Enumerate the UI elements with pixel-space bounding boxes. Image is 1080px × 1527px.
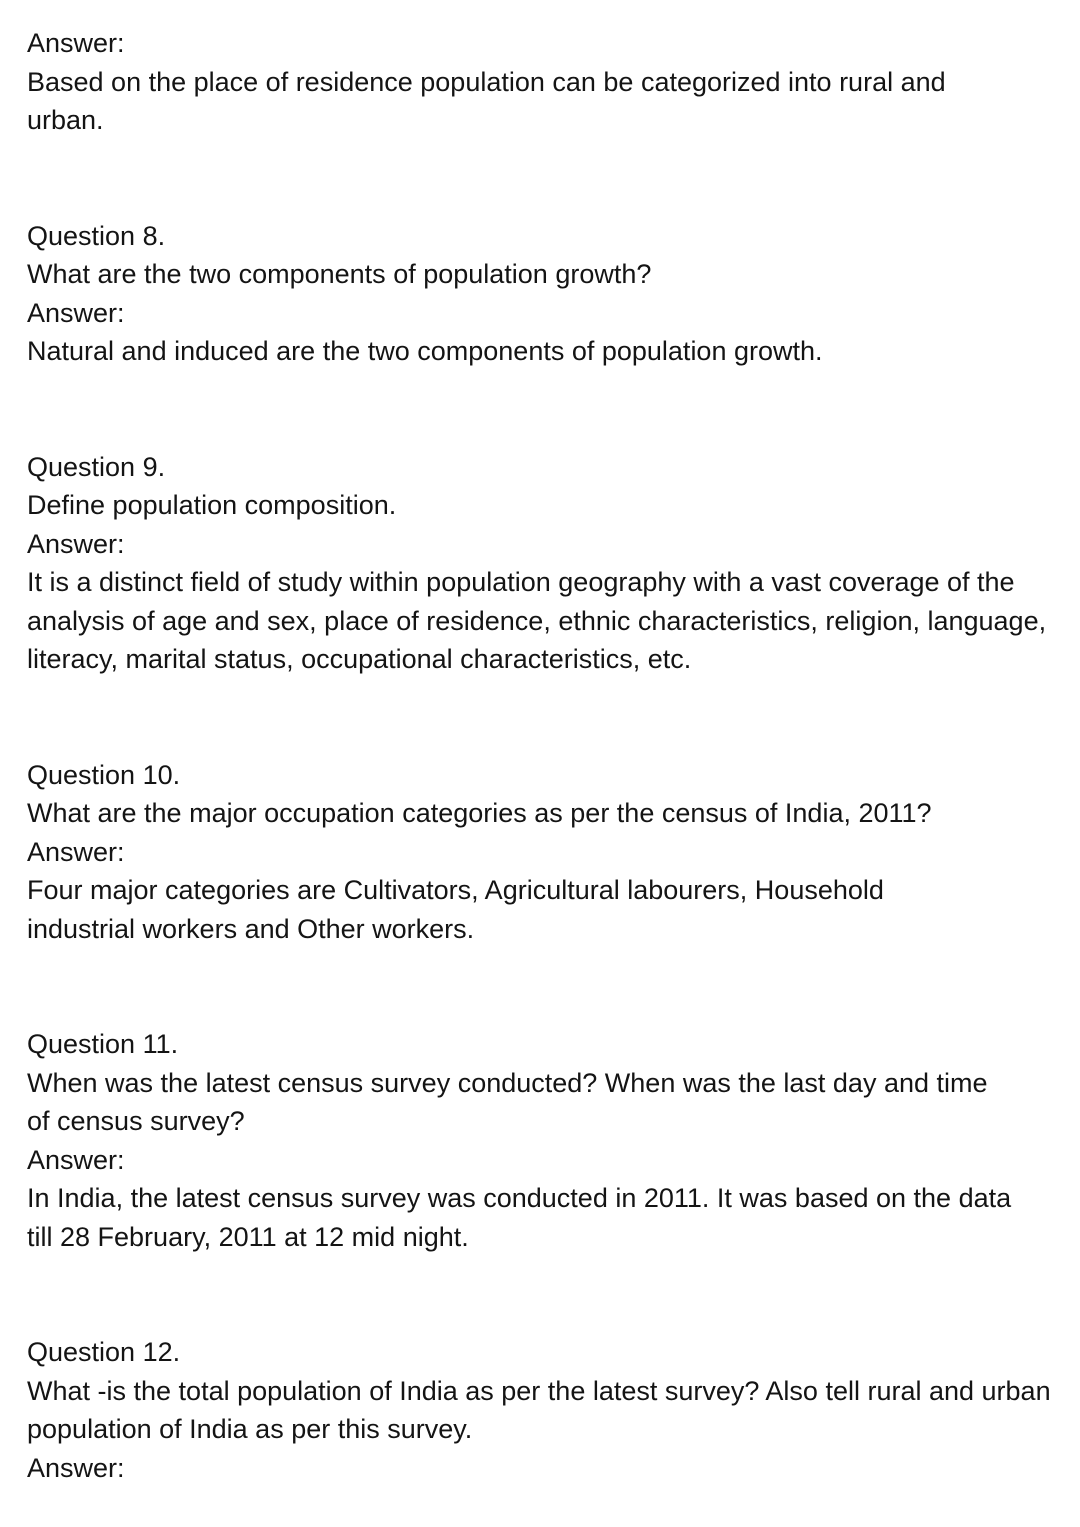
spacer: [27, 371, 1057, 448]
question-text: When was the latest census survey conduc…: [27, 1067, 988, 1137]
question-block-10: Question 10. What are the major occupati…: [27, 756, 1057, 949]
answer-label: Answer:: [27, 1144, 125, 1175]
spacer: [27, 948, 1057, 1025]
answer-text: Natural and induced are the two componen…: [27, 336, 823, 366]
answer-label: Answer:: [27, 528, 125, 559]
question-label: Question 11.: [27, 1029, 179, 1059]
spacer: [27, 1256, 1057, 1333]
question-block-11: Question 11. When was the latest census …: [27, 1025, 1057, 1256]
answer-text: In India, the latest census survey was c…: [27, 1183, 1012, 1252]
spacer: [27, 140, 1057, 217]
document-page: Answer: Based on the place of residence …: [27, 24, 1057, 1487]
answer-label: Answer:: [27, 28, 125, 58]
intro-answer-block: Answer: Based on the place of residence …: [27, 24, 1057, 140]
answer-text: It is a distinct field of study within p…: [27, 567, 1047, 674]
question-text: What are the major occupation categories…: [27, 798, 932, 828]
question-text: What are the two components of populatio…: [27, 259, 652, 289]
answer-label: Answer:: [27, 1452, 125, 1483]
question-label: Question 9.: [27, 451, 166, 482]
answer-label: Answer:: [27, 297, 125, 328]
question-label: Question 10.: [27, 759, 181, 790]
question-block-8: Question 8. What are the two components …: [27, 217, 1057, 371]
answer-text: Four major categories are Cultivators, A…: [27, 875, 884, 944]
spacer: [27, 679, 1057, 756]
question-label: Question 8.: [27, 220, 166, 251]
question-block-9: Question 9. Define population compositio…: [27, 448, 1057, 679]
question-block-12: Question 12. What -is the total populati…: [27, 1333, 1057, 1487]
question-text: Define population composition.: [27, 490, 397, 520]
answer-text: Based on the place of residence populati…: [27, 66, 946, 136]
answer-label: Answer:: [27, 836, 125, 867]
question-text: What -is the total population of India a…: [27, 1375, 1051, 1445]
question-label: Question 12.: [27, 1337, 181, 1367]
